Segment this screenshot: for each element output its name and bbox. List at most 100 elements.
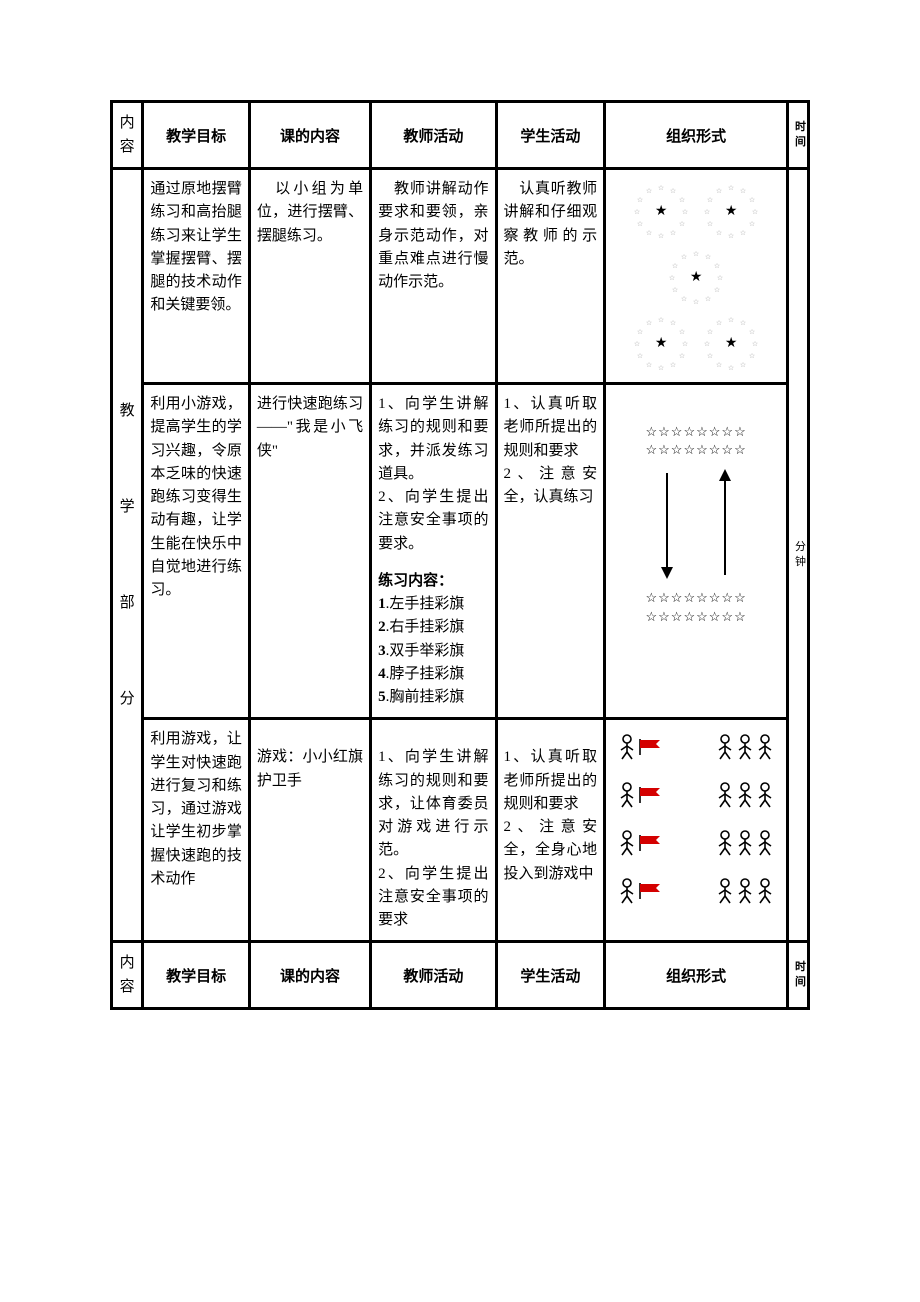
svg-text:☆: ☆ [752,208,758,216]
svg-text:☆: ☆ [637,328,643,336]
flag-lane [614,782,778,808]
ftr-content: 课的内容 [249,942,370,1009]
practice-item: 2.右手挂彩旗 [378,616,488,639]
svg-text:☆: ☆ [658,184,664,192]
content-text: 游戏：小小红旗护卫手 [257,749,363,788]
goal-cell: 通过原地摆臂练习和高抬腿练习来让学生掌握摆臂、摆腿的技术动作和关键要领。 [143,169,250,384]
svg-text:☆: ☆ [679,328,685,336]
side-label: 教学部分 [112,169,143,942]
flag-lane [614,830,778,856]
teacher-line: 1、向学生讲解练习的规则和要求，并派发练习道具。 [378,393,488,486]
goal-cell: 利用小游戏，提高学生的学习兴趣，令原本乏味的快速跑练习变得生动有趣，让学生能在快… [143,384,250,719]
waiting-group [716,734,774,760]
svg-text:☆: ☆ [658,232,664,240]
group-circle: ☆☆☆☆☆☆☆☆☆☆☆☆ ★ [701,314,761,374]
svg-text:☆: ☆ [658,364,664,372]
svg-text:☆: ☆ [716,187,722,195]
svg-text:☆: ☆ [752,340,758,348]
goal-cell: 利用游戏，让学生对快速跑进行复习和练习，通过游戏让学生初步掌握快速跑的技术动作 [143,719,250,942]
runner-with-flag [618,734,662,760]
svg-text:☆: ☆ [714,286,720,294]
waiting-group [716,830,774,856]
star-row: ☆☆☆☆☆☆☆☆ [612,608,780,626]
svg-text:☆: ☆ [740,229,746,237]
group-circle: ☆☆☆☆☆☆☆☆☆☆☆☆ ★ [666,248,726,308]
svg-text:☆: ☆ [707,220,713,228]
table-header-row: 内容 教学目标 课的内容 教师活动 学生活动 组织形式 时间 [112,102,809,169]
group-circle: ☆☆☆☆☆☆☆☆☆☆☆☆ ★ [701,182,761,242]
svg-text:☆: ☆ [716,319,722,327]
svg-text:☆: ☆ [682,208,688,216]
content-cell: 游戏：小小红旗护卫手 [249,719,370,942]
svg-text:☆: ☆ [728,316,734,324]
hdr-teacher: 教师活动 [371,102,496,169]
svg-text:☆: ☆ [693,298,699,306]
waiting-group [716,878,774,904]
ftr-teacher: 教师活动 [371,942,496,1009]
svg-text:☆: ☆ [670,319,676,327]
svg-text:☆: ☆ [637,196,643,204]
svg-text:☆: ☆ [707,328,713,336]
hdr-time: 时间 [788,102,809,169]
waiting-group [716,782,774,808]
student-cell: 认真听教师讲解和仔细观察教师的示范。 [496,169,605,384]
ftr-form: 组织形式 [605,942,788,1009]
person-icon [736,734,754,760]
form-cell-circles: ☆☆☆☆☆☆☆☆☆☆☆☆ ★ ☆☆☆☆☆☆☆☆☆☆☆☆ ★ ☆☆☆☆☆☆☆☆☆☆… [605,169,788,384]
svg-text:☆: ☆ [749,220,755,228]
svg-text:☆: ☆ [740,361,746,369]
svg-text:☆: ☆ [669,274,675,282]
svg-text:☆: ☆ [681,253,687,261]
student-line: 1、认真听取老师所提出的规则和要求 [504,393,598,463]
svg-text:☆: ☆ [672,286,678,294]
practice-title: 练习内容： [378,570,488,593]
group-circle: ☆☆☆☆☆☆☆☆☆☆☆☆ ★ [631,182,691,242]
runner-with-flag [618,878,662,904]
svg-text:☆: ☆ [717,274,723,282]
hdr-side: 内容 [112,102,143,169]
svg-text:☆: ☆ [704,340,710,348]
runner-with-flag [618,830,662,856]
student-line: 2、注意安全，全身心地投入到游戏中 [504,816,598,886]
teacher-cell: 1、向学生讲解练习的规则和要求，并派发练习道具。 2、向学生提出注意安全事项的要… [371,384,496,719]
time-cell: 分钟 [788,169,809,942]
svg-text:☆: ☆ [728,232,734,240]
svg-text:☆: ☆ [679,196,685,204]
practice-item: 5.胸前挂彩旗 [378,686,488,709]
svg-text:☆: ☆ [705,295,711,303]
svg-text:☆: ☆ [637,352,643,360]
svg-text:☆: ☆ [658,316,664,324]
student-line: 1、认真听取老师所提出的规则和要求 [504,746,598,816]
circle-formation: ☆☆☆☆☆☆☆☆☆☆☆☆ ★ ☆☆☆☆☆☆☆☆☆☆☆☆ ★ ☆☆☆☆☆☆☆☆☆☆… [612,178,780,374]
practice-item: 4.脖子挂彩旗 [378,663,488,686]
hdr-goal: 教学目标 [143,102,250,169]
svg-text:☆: ☆ [682,340,688,348]
svg-text:☆: ☆ [670,229,676,237]
svg-text:☆: ☆ [704,208,710,216]
practice-item: 3.双手举彩旗 [378,640,488,663]
form-cell-flags [605,719,788,942]
table-row: 教学部分 通过原地摆臂练习和高抬腿练习来让学生掌握摆臂、摆腿的技术动作和关键要领… [112,169,809,384]
runner-with-flag [618,782,662,808]
svg-text:☆: ☆ [679,220,685,228]
svg-text:☆: ☆ [646,319,652,327]
svg-text:☆: ☆ [716,229,722,237]
svg-text:☆: ☆ [749,352,755,360]
flag-icon [638,738,662,756]
ftr-side: 内容 [112,942,143,1009]
form-cell-lines: ☆☆☆☆☆☆☆☆ ☆☆☆☆☆☆☆☆ ☆☆☆☆☆☆☆☆ ☆☆☆☆☆☆☆☆ [605,384,788,719]
arrow-up-icon [716,469,734,579]
flag-formation [612,728,780,910]
svg-text:☆: ☆ [714,262,720,270]
flag-lane [614,734,778,760]
svg-text:☆: ☆ [749,328,755,336]
hdr-form: 组织形式 [605,102,788,169]
ftr-goal: 教学目标 [143,942,250,1009]
person-icon [618,734,636,760]
student-cell: 1、认真听取老师所提出的规则和要求 2、注意安全，认真练习 [496,384,605,719]
svg-text:☆: ☆ [634,340,640,348]
person-icon [756,734,774,760]
svg-text:☆: ☆ [707,352,713,360]
svg-text:☆: ☆ [679,352,685,360]
practice-item: 11.左手挂彩旗.左手挂彩旗 [378,593,488,616]
